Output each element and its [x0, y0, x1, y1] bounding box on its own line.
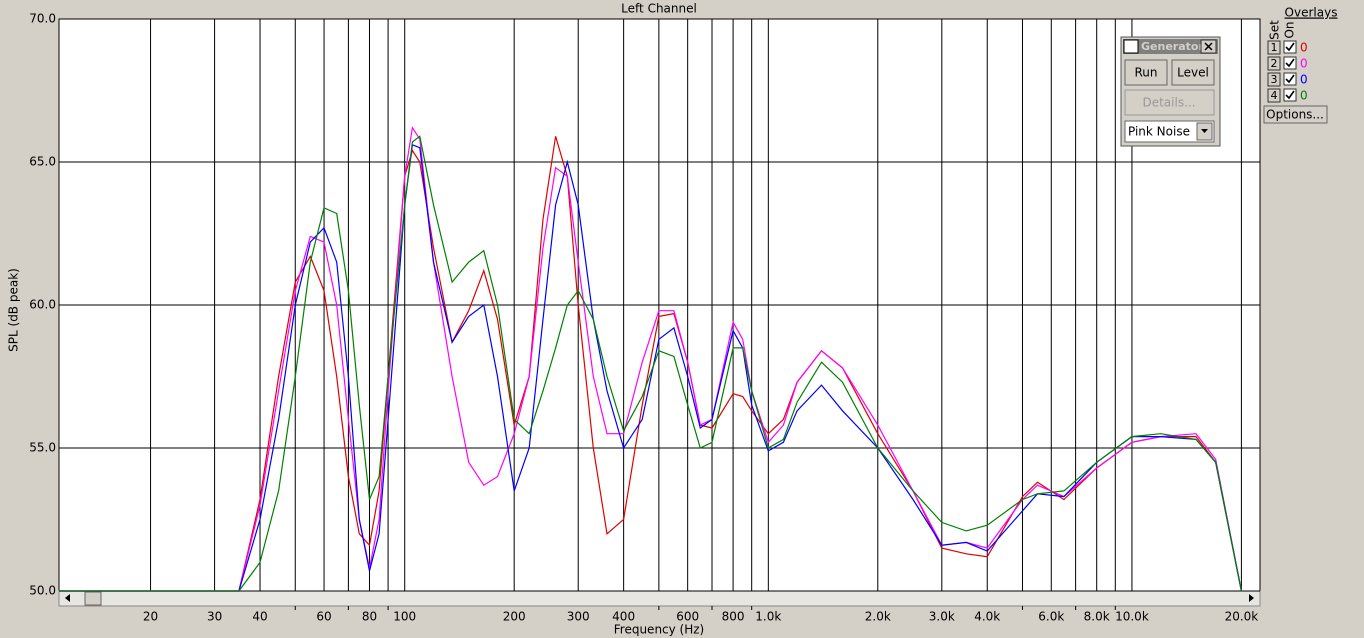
x-tick-label: 4.0k [974, 610, 1000, 624]
x-tick-label: 40 [252, 610, 267, 624]
overlay-value: 0 [1300, 73, 1308, 87]
level-label: Level [1177, 66, 1209, 80]
x-tick-label: 200 [503, 610, 526, 624]
options-label: Options... [1266, 108, 1324, 122]
x-tick-label: 3.0k [929, 610, 955, 624]
overlays-panel: Overlays Set On Options... 1 0 2 0 3 0 4 0 [1263, 6, 1338, 124]
chart-title: Left Channel [621, 2, 697, 16]
overlays-title: Overlays [1285, 6, 1338, 20]
details-button[interactable] [1124, 89, 1215, 116]
scroll-right[interactable] [1249, 594, 1254, 602]
details-label: Details... [1142, 96, 1195, 110]
set-header: Set [1268, 20, 1282, 40]
y-axis-label: SPL (dB peak) [7, 268, 21, 352]
generator-panel: Generator Run Level Details... Pink Nois… [1120, 36, 1221, 147]
overlay-value: 0 [1300, 89, 1308, 103]
x-tick-label: 8.0k [1084, 610, 1110, 624]
series-line [59, 135, 1242, 592]
close-icon [1204, 42, 1213, 51]
y-tick-label: 60.0 [29, 298, 56, 312]
generator-icon [1123, 39, 1139, 54]
on-checkbox[interactable] [1283, 72, 1297, 86]
set-label: 2 [1271, 57, 1278, 70]
x-tick-label: 80 [362, 610, 377, 624]
x-tick-label: 20 [143, 610, 158, 624]
check-mark [1285, 58, 1295, 68]
overlay-value: 0 [1300, 41, 1308, 55]
signal-select[interactable] [1124, 120, 1215, 143]
generator-title: Generator [1141, 40, 1204, 53]
y-tick-label: 50.0 [29, 584, 56, 598]
x-tick-label: 100 [393, 610, 416, 624]
check-mark [1285, 90, 1295, 100]
x-axis-label: Frequency (Hz) [614, 623, 705, 637]
set-label: 1 [1271, 41, 1278, 54]
select-arrow [1201, 129, 1208, 133]
generator-titlebar [1123, 39, 1218, 54]
plot: 50.0 55.0 60.0 65.0 70.0 20 30 40 60 80 100 200 300 4… [29, 12, 1260, 624]
on-checkbox[interactable] [1283, 88, 1297, 102]
signal-label: Pink Noise [1128, 125, 1190, 139]
x-tick-label: 30 [207, 610, 222, 624]
scrollbar[interactable] [58, 590, 1261, 607]
x-tick-label: 400 [612, 610, 635, 624]
x-tick-label: 10.0k [1115, 610, 1149, 624]
y-tick-label: 65.0 [29, 155, 56, 169]
x-tick-label: 60 [316, 610, 331, 624]
x-tick-label: 20.0k [1225, 610, 1259, 624]
set-label: 3 [1271, 73, 1278, 86]
scroll-thumb[interactable] [84, 591, 102, 606]
on-header: On [1283, 21, 1297, 38]
x-tick-label: 600 [676, 610, 699, 624]
y-tick-label: 70.0 [29, 12, 56, 26]
check-mark [1285, 74, 1295, 84]
x-tick-label: 800 [722, 610, 745, 624]
series-line [59, 143, 1242, 592]
overlay-value: 0 [1300, 57, 1308, 71]
scroll-track[interactable] [58, 590, 1261, 607]
set-button[interactable] [1267, 72, 1281, 87]
set-label: 4 [1271, 89, 1278, 102]
level-button[interactable] [1171, 59, 1215, 86]
run-label: Run [1134, 66, 1157, 80]
y-tick-label: 55.0 [29, 441, 56, 455]
on-checkbox[interactable] [1283, 56, 1297, 70]
x-tick-label: 6.0k [1038, 610, 1064, 624]
x-tick-label: 2.0k [865, 610, 891, 624]
x-tick-label: 1.0k [755, 610, 781, 624]
options-button[interactable] [1263, 105, 1328, 124]
set-button[interactable] [1267, 56, 1281, 71]
x-tick-label: 300 [567, 610, 590, 624]
series-line [59, 136, 1242, 592]
run-button[interactable] [1124, 59, 1168, 86]
set-button[interactable] [1267, 88, 1281, 103]
check-mark [1285, 42, 1295, 52]
set-button[interactable] [1267, 40, 1281, 55]
on-checkbox[interactable] [1283, 40, 1297, 54]
scroll-left[interactable] [65, 594, 70, 602]
